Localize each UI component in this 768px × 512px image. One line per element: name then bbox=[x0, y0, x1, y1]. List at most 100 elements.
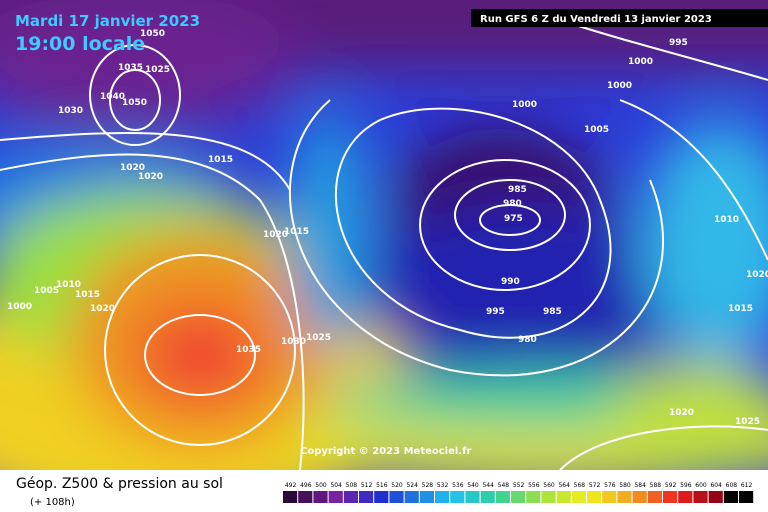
isobar-label: 990 bbox=[501, 277, 520, 287]
isobar-label: 980 bbox=[518, 335, 537, 345]
legend-title: Géop. Z500 & pression au sol bbox=[16, 476, 223, 492]
scale-swatch bbox=[328, 491, 343, 503]
isobar-label: 1050 bbox=[140, 29, 165, 39]
scale-swatch bbox=[450, 491, 465, 503]
scale-label: 524 bbox=[406, 482, 418, 489]
isobar-label: 1015 bbox=[284, 227, 309, 237]
isobar-label: 995 bbox=[669, 38, 688, 48]
scale-swatch bbox=[632, 491, 647, 503]
isobar-label: 1015 bbox=[208, 155, 233, 165]
scale-label: 504 bbox=[330, 482, 342, 489]
scale-label: 548 bbox=[498, 482, 510, 489]
scale-swatch bbox=[283, 491, 298, 503]
scale-label: 544 bbox=[482, 482, 494, 489]
copyright: Copyright © 2023 Meteociel.fr bbox=[300, 446, 471, 457]
isobar-label: 1020 bbox=[746, 270, 768, 280]
scale-swatch bbox=[313, 491, 328, 503]
isobar-label: 975 bbox=[504, 214, 523, 224]
isobar-label: 980 bbox=[503, 199, 522, 209]
isobar-label: 1035 bbox=[236, 345, 261, 355]
isobar-label: 1025 bbox=[145, 65, 170, 75]
isobar-label: 1000 bbox=[512, 100, 537, 110]
scale-label: 576 bbox=[604, 482, 616, 489]
isobar-label: 985 bbox=[508, 185, 527, 195]
scale-swatch bbox=[723, 491, 738, 503]
isobar-label: 1040 bbox=[100, 92, 125, 102]
isobar-label: 1000 bbox=[607, 81, 632, 91]
isobar-label: 1050 bbox=[122, 98, 147, 108]
run-info-box bbox=[471, 9, 768, 27]
isobar-label: 1035 bbox=[118, 63, 143, 73]
isobar-label: 1005 bbox=[584, 125, 609, 135]
scale-label: 600 bbox=[695, 482, 707, 489]
scale-label: 508 bbox=[346, 482, 358, 489]
scale-swatch bbox=[541, 491, 556, 503]
scale-swatch bbox=[739, 491, 754, 503]
isobar-label: 1020 bbox=[138, 172, 163, 182]
scale-label: 492 bbox=[285, 482, 297, 489]
scale-label: 516 bbox=[376, 482, 388, 489]
scale-swatch bbox=[617, 491, 632, 503]
isobar-label: 1020 bbox=[90, 304, 115, 314]
scale-label: 556 bbox=[528, 482, 540, 489]
scale-label: 568 bbox=[574, 482, 586, 489]
isobar-label: 1020 bbox=[120, 163, 145, 173]
scale-swatch bbox=[663, 491, 678, 503]
scale-label: 520 bbox=[391, 482, 403, 489]
isobar-label: 1000 bbox=[7, 302, 32, 312]
scale-swatch bbox=[693, 491, 708, 503]
scale-label: 604 bbox=[710, 482, 722, 489]
scale-swatch bbox=[404, 491, 419, 503]
scale-label: 552 bbox=[513, 482, 525, 489]
scale-swatch bbox=[374, 491, 389, 503]
isobar-label: 1000 bbox=[628, 57, 653, 67]
isobar-label: 1030 bbox=[58, 106, 83, 116]
isobar-label: 1025 bbox=[735, 417, 760, 427]
time: 19:00 locale bbox=[15, 33, 145, 55]
scale-swatch bbox=[343, 491, 358, 503]
color-scale: 492 496 500 504 508 512 516 520 524 528 532 536 540 5… bbox=[283, 482, 754, 503]
scale-swatch bbox=[587, 491, 602, 503]
isobar-label: 1015 bbox=[728, 304, 753, 314]
scale-swatch bbox=[419, 491, 434, 503]
scale-label: 560 bbox=[543, 482, 555, 489]
isobar-label: 985 bbox=[543, 307, 562, 317]
scale-swatch bbox=[708, 491, 723, 503]
scale-label: 596 bbox=[680, 482, 692, 489]
isobar-label: 1010 bbox=[714, 215, 739, 225]
isobar-label: 1020 bbox=[669, 408, 694, 418]
scale-label: 612 bbox=[741, 482, 753, 489]
scale-label: 588 bbox=[650, 482, 662, 489]
scale-swatch bbox=[678, 491, 693, 503]
scale-label: 512 bbox=[361, 482, 373, 489]
isobar-label: 1020 bbox=[263, 230, 288, 240]
scale-swatch bbox=[465, 491, 480, 503]
scale-swatch bbox=[435, 491, 450, 503]
scale-swatch bbox=[647, 491, 662, 503]
scale-swatch bbox=[495, 491, 510, 503]
scale-swatch bbox=[602, 491, 617, 503]
scale-label: 608 bbox=[726, 482, 738, 489]
scale-swatch bbox=[511, 491, 526, 503]
isobar-label: 1005 bbox=[34, 286, 59, 296]
scale-label: 580 bbox=[619, 482, 631, 489]
scale-label: 500 bbox=[315, 482, 327, 489]
scale-swatch bbox=[526, 491, 541, 503]
date: Mardi 17 janvier 2023 bbox=[15, 12, 200, 30]
scale-label: 496 bbox=[300, 482, 312, 489]
scale-label: 584 bbox=[634, 482, 646, 489]
isobar-label: 1030 bbox=[281, 337, 306, 347]
scale-swatch bbox=[556, 491, 571, 503]
scale-swatch bbox=[571, 491, 586, 503]
isobar-label: 995 bbox=[486, 307, 505, 317]
scale-label: 528 bbox=[422, 482, 434, 489]
scale-label: 540 bbox=[467, 482, 479, 489]
run-info: Run GFS 6 Z du Vendredi 13 janvier 2023 bbox=[480, 14, 712, 25]
scale-label: 536 bbox=[452, 482, 464, 489]
scale-swatch bbox=[298, 491, 313, 503]
scale-label: 564 bbox=[558, 482, 570, 489]
